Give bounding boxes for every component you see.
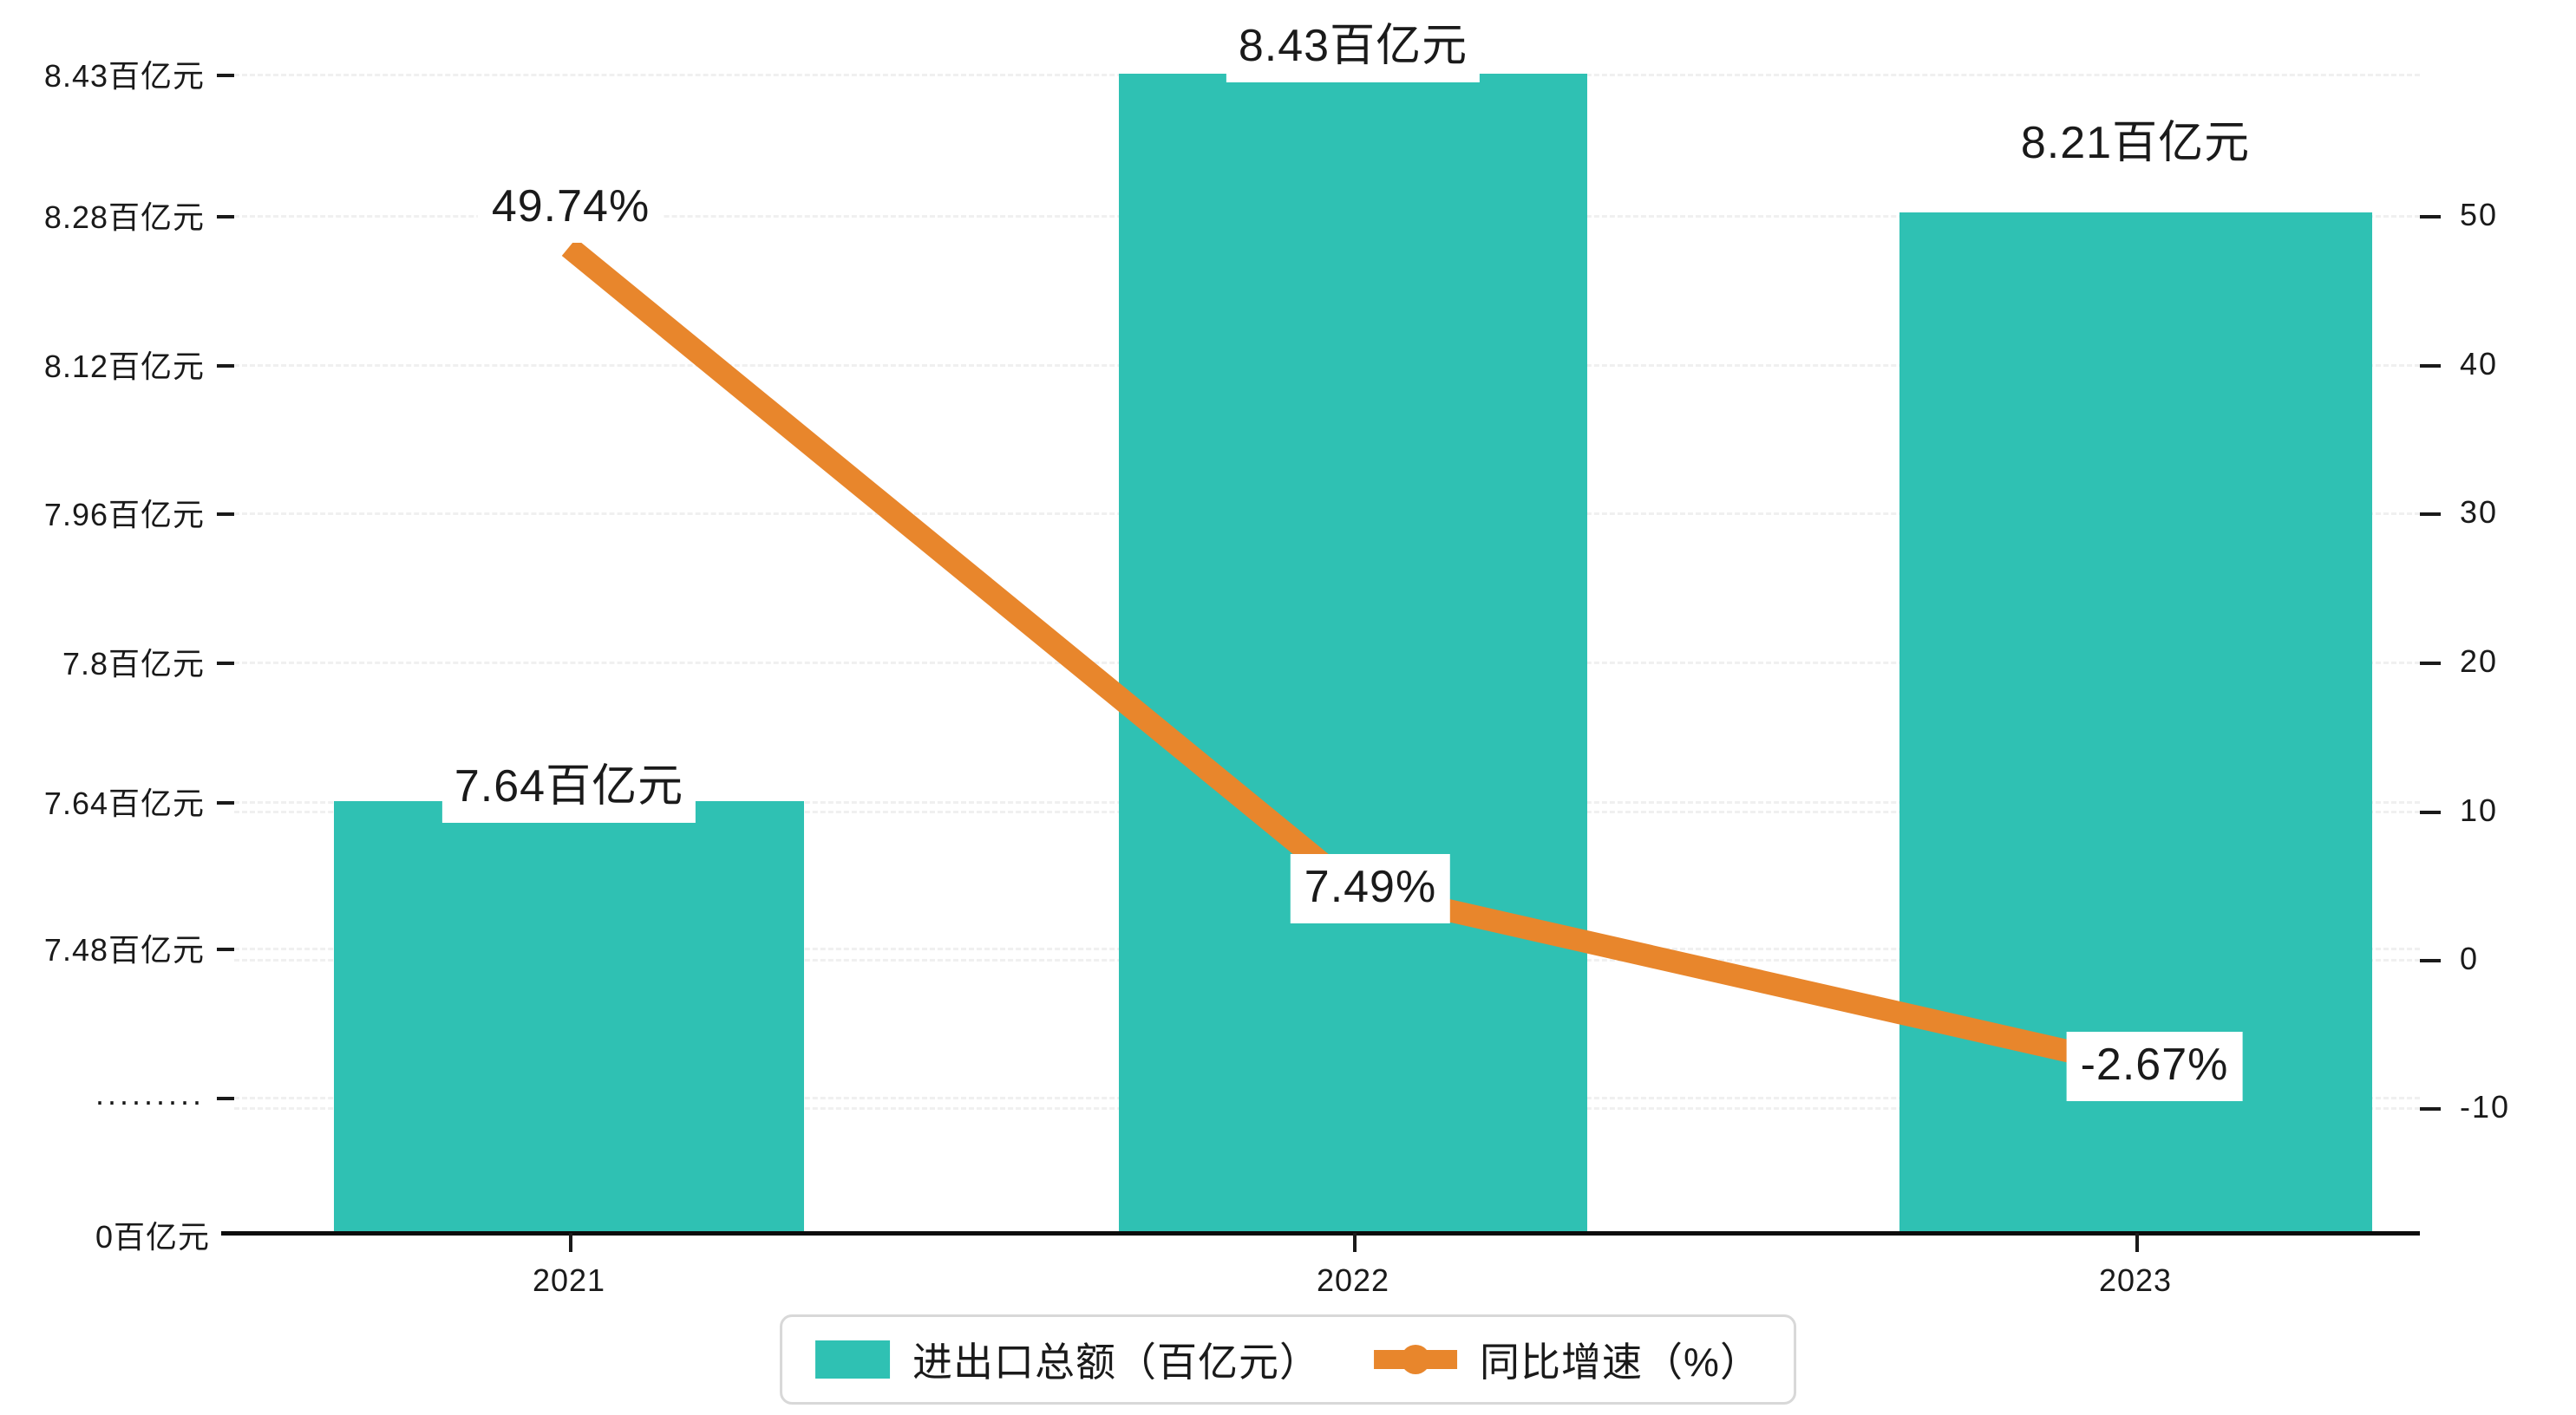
y-axis-label-right: 0 [2460,941,2480,976]
x-axis-label-2021: 2021 [532,1262,606,1298]
bar-value-label-2021: 7.64百亿元 [441,746,696,823]
y-tick-mark-left [217,512,234,516]
bar-value-label-2023: 8.21百亿元 [2008,102,2263,179]
y-tick-mark-right [2420,512,2441,516]
line-value-label-2023: -2.67% [2066,1032,2243,1101]
y-axis-label-left: 8.28百亿元 [43,199,205,235]
y-tick-mark-right [2420,364,2441,368]
y-tick-mark-left [217,215,234,218]
x-tick-mark [1353,1233,1357,1252]
y-tick-mark-right [2420,215,2441,218]
bar-value-label-2022: 8.43百亿元 [1226,5,1481,82]
x-axis-label-2023: 2023 [2098,1262,2173,1298]
legend-label-line: 同比增速（%） [1480,1340,1761,1385]
chart-legend: 进出口总额（百亿元） 同比增速（%） [780,1314,1796,1405]
x-tick-mark [569,1233,572,1252]
x-tick-mark [2135,1233,2139,1252]
y-tick-mark-left [217,74,234,77]
x-axis-label-2022: 2022 [1316,1262,1390,1298]
y-tick-mark-right [2420,959,2441,962]
legend-label-bar: 进出口总额（百亿元） [912,1340,1321,1385]
y-tick-mark-right [2420,662,2441,665]
legend-item-bar[interactable]: 进出口总额（百亿元） [815,1331,1320,1388]
y-tick-mark-left [217,948,234,951]
legend-item-line[interactable]: 同比增速（%） [1374,1331,1761,1388]
line-value-label-2022: 7.49% [1290,854,1451,923]
line-value-label-2021: 49.74% [477,173,664,243]
y-tick-mark-left [217,801,234,805]
y-axis-label-left: 7.48百亿元 [43,932,205,968]
y-axis-label-left: 7.96百亿元 [43,497,205,532]
x-axis-line [221,1231,2420,1236]
y-axis-label-right: 50 [2460,197,2499,232]
y-axis-label-right: 10 [2460,792,2499,828]
bar-2021[interactable] [334,801,804,1231]
legend-swatch-square-icon [815,1340,891,1379]
y-axis-label-left: 8.43百亿元 [43,58,205,94]
y-axis-label-left: 7.8百亿元 [62,646,205,681]
y-axis-label-left: 7.64百亿元 [43,786,205,821]
y-tick-mark-right [2420,1107,2441,1111]
legend-swatch-line-dot-icon [1374,1340,1458,1379]
y-tick-mark-left [217,662,234,665]
y-axis-break-marker: ......... [95,1076,205,1112]
y-axis-label-left: 8.12百亿元 [43,349,205,384]
y-axis-label-right: 20 [2460,643,2499,679]
y-tick-mark-left [217,1097,234,1100]
y-tick-mark-left [217,364,234,368]
bar-2022[interactable] [1119,74,1587,1231]
y-axis-label-right: 30 [2460,494,2499,530]
y-axis-label-left-zero: 0百亿元 [95,1219,210,1255]
y-axis-label-right: -10 [2460,1089,2511,1125]
y-tick-mark-right [2420,811,2441,814]
y-axis-label-right: 40 [2460,346,2499,381]
